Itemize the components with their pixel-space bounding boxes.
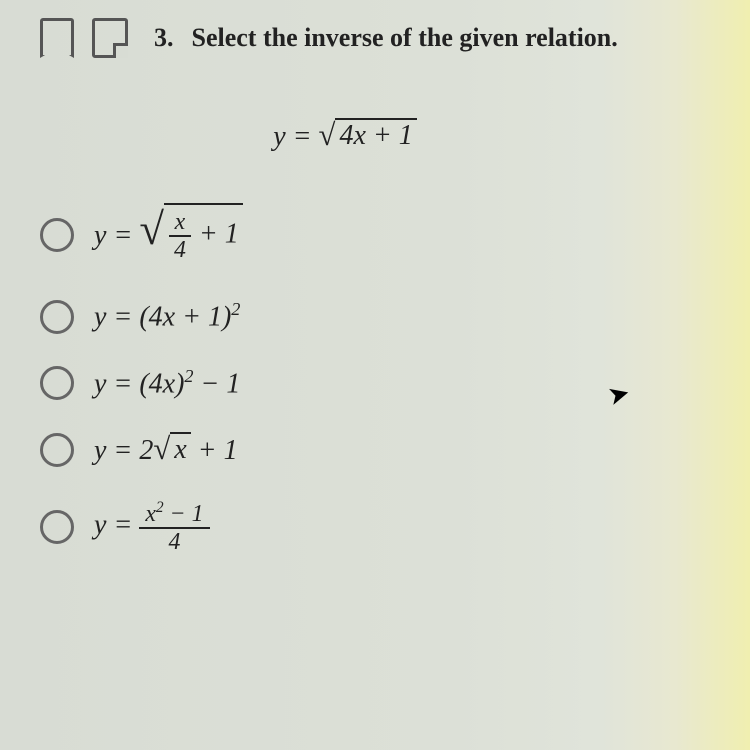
option-c[interactable]: y = (4x)2 − 1 xyxy=(40,366,750,400)
option-d[interactable]: y = 2√x + 1 xyxy=(40,432,750,467)
radio-icon[interactable] xyxy=(40,300,74,334)
given-equation: y = √ 4x + 1 xyxy=(0,118,750,153)
question-header: 3. Select the inverse of the given relat… xyxy=(0,0,750,68)
bookmark-icon[interactable] xyxy=(40,18,74,58)
note-icon[interactable] xyxy=(92,18,128,58)
question-prompt: Select the inverse of the given relation… xyxy=(192,23,618,53)
option-b[interactable]: y = (4x + 1)2 xyxy=(40,299,750,333)
options-list: y = √ x 4 + 1 y = (4x + 1)2 y = (4x)2 − … xyxy=(0,203,750,555)
option-e[interactable]: y = x2 − 1 4 xyxy=(40,499,750,555)
given-radicand: 4x + 1 xyxy=(335,118,416,153)
radio-icon[interactable] xyxy=(40,366,74,400)
radio-icon[interactable] xyxy=(40,218,74,252)
radio-icon[interactable] xyxy=(40,433,74,467)
option-a[interactable]: y = √ x 4 + 1 xyxy=(40,203,750,267)
radio-icon[interactable] xyxy=(40,510,74,544)
question-number: 3. xyxy=(154,23,174,53)
given-lhs: y xyxy=(273,121,285,152)
